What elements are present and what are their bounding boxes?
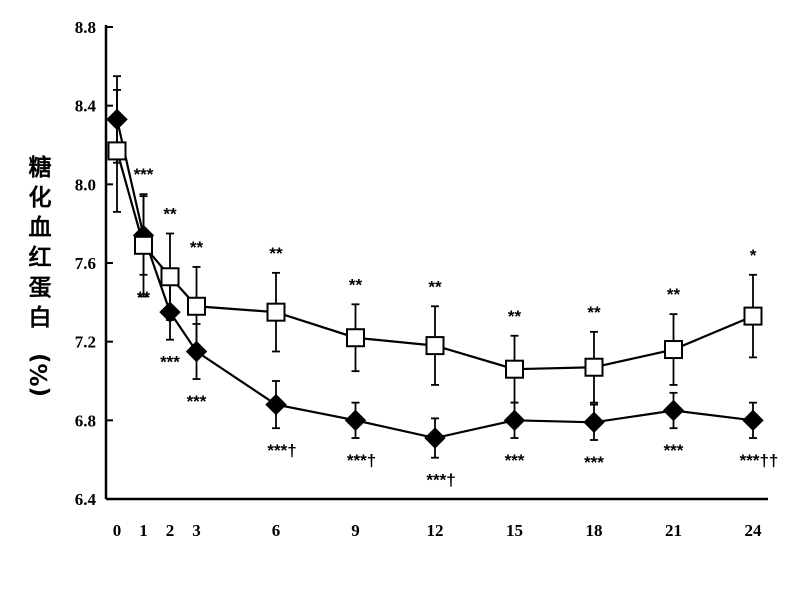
- y-tick-label-6: 8.8: [75, 18, 96, 37]
- series-1-annotation-8: **: [587, 303, 601, 322]
- series-1-point-2: [160, 267, 180, 287]
- x-tick-label-9: 21: [665, 521, 682, 540]
- x-tick-label-5: 9: [351, 521, 360, 540]
- series-1-point-3: [187, 296, 206, 316]
- series-1-annotation-1: ***: [134, 165, 154, 184]
- series-0-point-10: [742, 409, 764, 432]
- series-1-point-7: [505, 359, 524, 379]
- x-tick-label-8: 18: [586, 521, 603, 540]
- series-1-annotation-2: **: [163, 205, 177, 224]
- series-1-point-9: [664, 340, 683, 360]
- series-0-point-6: [424, 427, 446, 449]
- series-0-annotation-10: ***††: [740, 451, 779, 470]
- y-tick-label-0: 6.4: [75, 490, 97, 509]
- x-tick-label-2: 2: [166, 521, 175, 540]
- series-0-annotation-8: ***: [584, 453, 604, 472]
- series-0-point-9: [662, 399, 685, 422]
- series-0-point-8: [583, 411, 605, 434]
- series-0-annotation-5: ***†: [347, 451, 376, 470]
- series-1-annotation-3: **: [190, 238, 204, 257]
- series-1-point-10: [743, 306, 763, 326]
- y-tick-label-2: 7.2: [75, 333, 96, 352]
- series-layer: ***********†***†***†************††******…: [106, 75, 779, 490]
- series-0-point-3: [185, 340, 208, 363]
- series-1: ******* **** **** *****: [107, 89, 763, 404]
- y-axis-label-char-5: 白: [29, 304, 52, 331]
- y-tick-label-1: 6.8: [75, 411, 96, 430]
- series-0-annotation-2: ***: [160, 353, 180, 372]
- axes: 6.46.87.27.68.08.48.80 1 2 3 6 9 12 15 18 21 24: [75, 18, 768, 540]
- series-0-annotation-9: ***: [664, 441, 684, 460]
- y-axis-label-char-3: 红: [29, 244, 52, 271]
- series-0-point-5: [344, 409, 367, 432]
- series-0-annotation-3: ***: [187, 392, 207, 411]
- series-0-annotation-7: ***: [505, 451, 525, 470]
- y-tick-label-4: 8.0: [75, 175, 96, 194]
- series-1-point-8: [584, 357, 604, 377]
- y-tick-label-3: 7.6: [75, 254, 96, 273]
- series-1-annotation-5: **: [349, 275, 363, 294]
- series-1-annotation-9: **: [667, 285, 681, 304]
- y-axis-label-char-0: 糖: [29, 154, 52, 181]
- y-axis-label-char-2: 血: [29, 214, 52, 241]
- x-tick-label-1: 1: [139, 521, 148, 540]
- series-0-annotation-4: ***†: [267, 441, 296, 460]
- x-tick-label-10: 24: [745, 521, 763, 540]
- series-0-point-7: [503, 409, 526, 432]
- x-tick-label-7: 15: [506, 521, 523, 540]
- x-tick-label-3: 3: [192, 521, 201, 540]
- y-axis-label-char-1: 化: [29, 184, 52, 211]
- series-1-point-1: [134, 235, 153, 255]
- series-1-point-6: [425, 336, 445, 356]
- series-1-point-5: [346, 328, 365, 348]
- series-0: ***********†***†***†************††: [106, 75, 779, 490]
- x-tick-label-4: 6: [272, 521, 281, 540]
- series-1-point-4: [266, 302, 286, 322]
- series-0-point-4: [265, 393, 287, 416]
- series-0-annotation-6: ***†: [426, 471, 455, 490]
- y-tick-label-5: 8.4: [75, 97, 97, 116]
- y-axis-label-unit: (%): [27, 353, 53, 397]
- series-1-annotation-7: **: [508, 307, 522, 326]
- series-1-point-0: [107, 141, 127, 161]
- series-1-annotation-4: **: [269, 244, 283, 263]
- series-1-annotation-6: **: [428, 277, 442, 296]
- series-1-annotation-10: *: [750, 246, 757, 265]
- x-tick-label-6: 12: [427, 521, 444, 540]
- y-axis-label-char-4: 蛋: [29, 275, 52, 301]
- x-tick-label-0: 0: [113, 521, 122, 540]
